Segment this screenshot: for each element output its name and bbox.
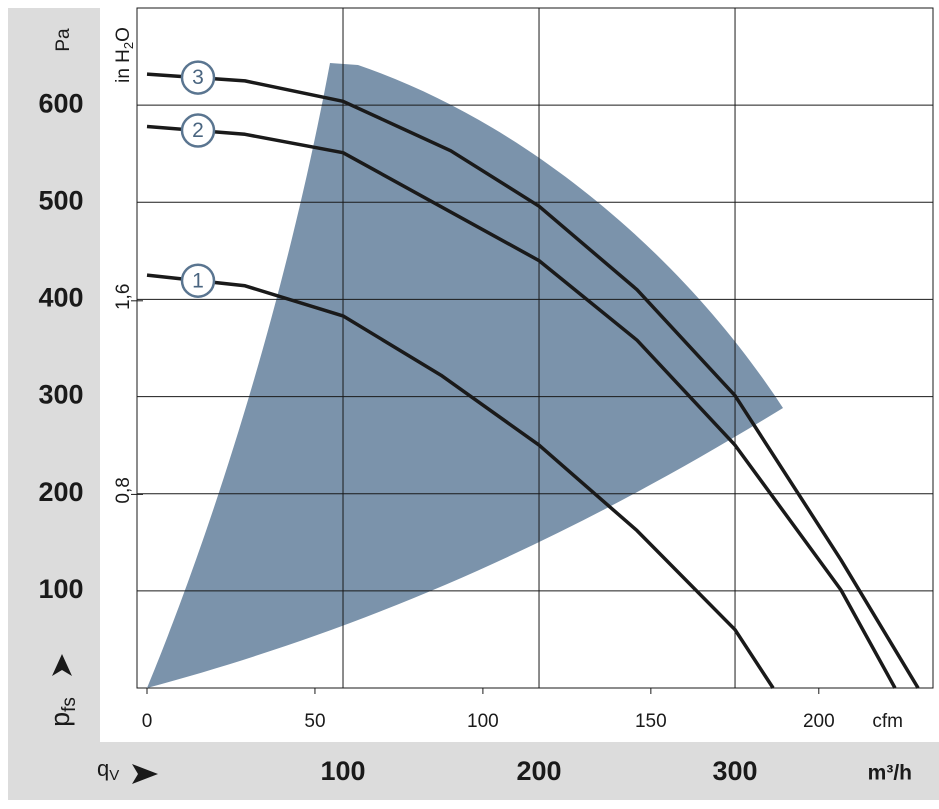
y2-label-part: in H xyxy=(113,49,134,83)
y-tick-label: 100 xyxy=(38,574,83,604)
fan-curve xyxy=(146,124,897,689)
curve-label: 1 xyxy=(192,269,204,292)
x-unit: m³/h xyxy=(868,762,912,785)
x-label-sub: V xyxy=(109,767,119,784)
curve-label-circle xyxy=(180,263,216,298)
x-tick-label: 300 xyxy=(712,756,757,786)
y2-tick-label: 0,8 xyxy=(113,477,134,503)
y-tick-label: 500 xyxy=(38,185,83,215)
y2-tick-label: 1,6 xyxy=(113,284,134,310)
curve-label-circle xyxy=(180,60,216,95)
y-label: pfs xyxy=(45,697,80,727)
fan-curve xyxy=(146,72,920,689)
x2-tick-label: 150 xyxy=(635,711,667,732)
y-label-main: p xyxy=(45,712,75,727)
y-label-sub: fs xyxy=(59,697,80,712)
fan-curve xyxy=(146,273,775,689)
y-unit: Pa xyxy=(53,28,74,52)
x2-tick-label: 50 xyxy=(304,711,325,732)
x-tick-label: 200 xyxy=(516,756,561,786)
x-label: qV xyxy=(97,756,119,784)
x2-tick-label: 0 xyxy=(142,711,153,732)
curves: 1 2 3 xyxy=(146,60,920,689)
y2-label: in H2O xyxy=(113,27,136,83)
x-tick-label: 100 xyxy=(320,756,365,786)
curve-label: 3 xyxy=(192,66,204,89)
x2-tick-label: 200 xyxy=(803,711,835,732)
x-label-main: q xyxy=(97,756,109,781)
curve-label-circle xyxy=(180,113,216,148)
x2-unit: cfm xyxy=(872,711,903,732)
y-arrow xyxy=(52,654,72,676)
operating-area xyxy=(147,63,783,688)
y2-label-part: O xyxy=(113,27,134,42)
y-tick-label: 400 xyxy=(38,283,83,313)
y-tick-label: 300 xyxy=(38,380,83,410)
left-panel xyxy=(8,8,100,742)
x2-tick-label: 100 xyxy=(467,711,499,732)
curve-label: 2 xyxy=(192,119,204,142)
y-tick-label: 600 xyxy=(38,88,83,118)
y2-label-sub: 2 xyxy=(121,42,136,49)
y-tick-label: 200 xyxy=(38,477,83,507)
grid xyxy=(131,8,933,694)
bottom-panel xyxy=(8,742,939,800)
x-arrow xyxy=(132,764,158,784)
